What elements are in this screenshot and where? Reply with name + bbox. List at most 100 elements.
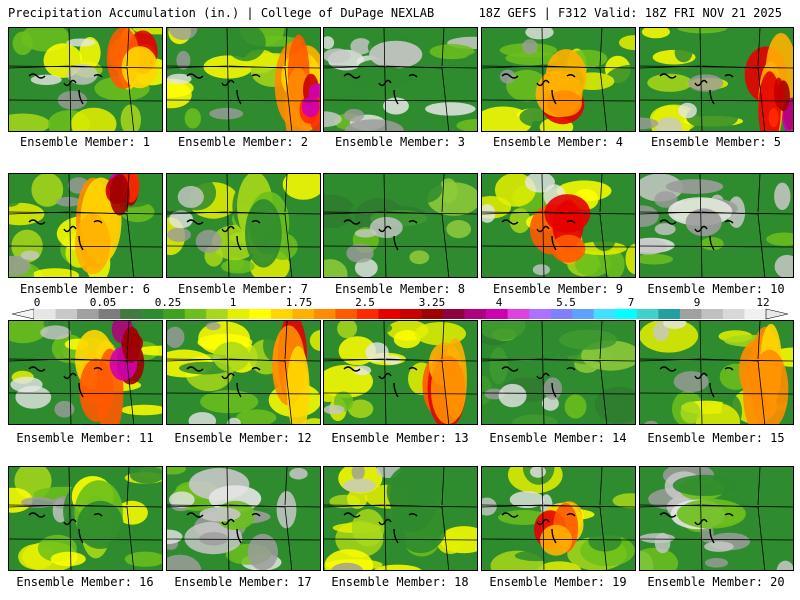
ensemble-map-panel — [166, 173, 321, 278]
precip-field — [9, 174, 162, 277]
ensemble-member-label: Ensemble Member: 4 — [492, 135, 624, 149]
colorbar-tick-label: 2.5 — [355, 296, 375, 309]
colorbar-tick-label: 1 — [229, 296, 237, 309]
ensemble-map-panel — [323, 173, 478, 278]
precip-field — [324, 321, 477, 424]
ensemble-map-panel — [639, 173, 794, 278]
ensemble-member-label: Ensemble Member: 6 — [19, 282, 151, 296]
ensemble-member-label: Ensemble Member: 8 — [334, 282, 466, 296]
ensemble-map-panel — [8, 320, 163, 425]
colorbar-tick-label: 1.75 — [285, 296, 313, 309]
colorbar-swatch — [270, 309, 293, 319]
ensemble-map-panel — [481, 173, 636, 278]
ensemble-map-panel — [481, 320, 636, 425]
colorbar-swatch — [120, 309, 142, 319]
precip-field — [482, 174, 635, 277]
ensemble-member-label: Ensemble Member: 17 — [174, 575, 312, 589]
colorbar-swatch — [679, 309, 702, 319]
colorbar-swatch — [55, 309, 78, 319]
precip-field — [9, 321, 162, 424]
colorbar-swatch — [227, 309, 250, 319]
precip-field — [482, 321, 635, 424]
colorbar-swatch — [378, 309, 401, 319]
precip-field — [640, 28, 793, 131]
colorbar-swatch — [593, 309, 616, 319]
ensemble-member-label: Ensemble Member: 18 — [331, 575, 469, 589]
colorbar-swatch — [400, 309, 422, 319]
colorbar-swatch — [98, 309, 121, 319]
ensemble-member-label: Ensemble Member: 3 — [334, 135, 466, 149]
colorbar-swatch — [163, 309, 186, 319]
chart-title: Precipitation Accumulation (in.) | Colle… — [8, 6, 435, 20]
colorbar-tick-label: 0.05 — [89, 296, 117, 309]
precip-field — [324, 467, 477, 570]
colorbar-swatch — [572, 309, 595, 319]
ensemble-map-panel — [323, 466, 478, 571]
precip-colorbar — [12, 308, 788, 320]
precip-field — [167, 174, 320, 277]
ensemble-map-panel — [8, 27, 163, 132]
precip-field — [324, 28, 477, 131]
colorbar-swatch — [636, 309, 659, 319]
ensemble-member-label: Ensemble Member: 1 — [19, 135, 151, 149]
precip-field — [640, 174, 793, 277]
ensemble-member-label: Ensemble Member: 2 — [177, 135, 309, 149]
colorbar-swatch — [722, 309, 745, 319]
colorbar-swatch — [443, 309, 465, 319]
ensemble-member-label: Ensemble Member: 14 — [489, 431, 627, 445]
colorbar-swatch — [34, 309, 56, 319]
ensemble-map-panel — [639, 27, 794, 132]
ensemble-map-panel — [166, 466, 321, 571]
colorbar-swatch — [507, 309, 530, 319]
colorbar-swatch — [486, 309, 508, 319]
colorbar-tick-label: 3.25 — [418, 296, 446, 309]
colorbar-swatch — [313, 309, 336, 319]
colorbar-swatch — [335, 309, 358, 319]
colorbar-tick-label: 12 — [756, 296, 770, 309]
precip-field — [640, 467, 793, 570]
ensemble-member-label: Ensemble Member: 11 — [16, 431, 154, 445]
ensemble-member-label: Ensemble Member: 13 — [331, 431, 469, 445]
precip-field — [482, 28, 635, 131]
colorbar-swatch — [550, 309, 573, 319]
colorbar-tick-label: 9 — [693, 296, 701, 309]
colorbar-swatch — [184, 309, 207, 319]
colorbar-swatch — [206, 309, 229, 319]
precip-field — [9, 28, 162, 131]
ensemble-map-panel — [323, 320, 478, 425]
ensemble-member-label: Ensemble Member: 9 — [492, 282, 624, 296]
precip-field — [324, 174, 477, 277]
run-info: 18Z GEFS | F312 Valid: 18Z FRI NOV 21 20… — [478, 6, 782, 20]
colorbar-min-arrow — [12, 308, 35, 320]
colorbar-swatch — [77, 309, 99, 319]
ensemble-member-label: Ensemble Member: 5 — [650, 135, 782, 149]
ensemble-map-panel — [8, 466, 163, 571]
colorbar-swatch — [421, 309, 444, 319]
ensemble-map-panel — [481, 27, 636, 132]
ensemble-map-panel — [8, 173, 163, 278]
ensemble-map-panel — [481, 466, 636, 571]
colorbar-swatch — [141, 309, 164, 319]
ensemble-map-panel — [323, 27, 478, 132]
precip-field — [167, 28, 320, 131]
colorbar-swatch — [701, 309, 724, 319]
colorbar-swatch — [464, 309, 487, 319]
ensemble-map-panel — [166, 27, 321, 132]
ensemble-map-panel — [639, 320, 794, 425]
colorbar-swatch — [292, 309, 315, 319]
colorbar-swatch — [529, 309, 552, 319]
colorbar-tick-label: 7 — [627, 296, 635, 309]
ensemble-member-label: Ensemble Member: 10 — [647, 282, 785, 296]
precip-field — [9, 467, 162, 570]
ensemble-map-panel — [639, 466, 794, 571]
colorbar-max-arrow — [765, 308, 788, 320]
colorbar-tick-label: 5.5 — [556, 296, 576, 309]
colorbar-swatch — [249, 309, 272, 319]
precip-field — [482, 467, 635, 570]
colorbar-tick-label: 0.25 — [154, 296, 182, 309]
ensemble-member-label: Ensemble Member: 16 — [16, 575, 154, 589]
ensemble-member-label: Ensemble Member: 19 — [489, 575, 627, 589]
precip-field — [640, 321, 793, 424]
precip-field — [167, 321, 320, 424]
colorbar-tick-label: 4 — [495, 296, 503, 309]
